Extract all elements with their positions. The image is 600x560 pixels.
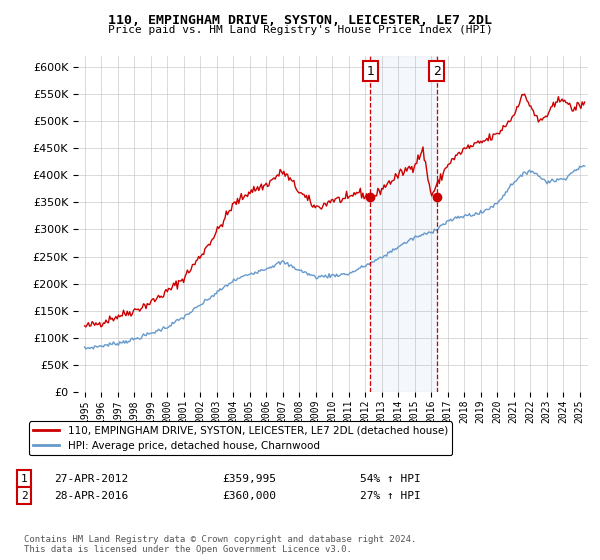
Text: 1: 1 [367, 64, 374, 78]
Text: 27% ↑ HPI: 27% ↑ HPI [360, 491, 421, 501]
Legend: 110, EMPINGHAM DRIVE, SYSTON, LEICESTER, LE7 2DL (detached house), HPI: Average : 110, EMPINGHAM DRIVE, SYSTON, LEICESTER,… [29, 422, 452, 455]
Text: 110, EMPINGHAM DRIVE, SYSTON, LEICESTER, LE7 2DL: 110, EMPINGHAM DRIVE, SYSTON, LEICESTER,… [108, 14, 492, 27]
Text: 28-APR-2016: 28-APR-2016 [54, 491, 128, 501]
Text: 2: 2 [433, 64, 440, 78]
Text: 27-APR-2012: 27-APR-2012 [54, 474, 128, 484]
Text: 2: 2 [20, 491, 28, 501]
Text: Contains HM Land Registry data © Crown copyright and database right 2024.
This d: Contains HM Land Registry data © Crown c… [24, 535, 416, 554]
Text: £359,995: £359,995 [222, 474, 276, 484]
Text: 1: 1 [20, 474, 28, 484]
Text: Price paid vs. HM Land Registry's House Price Index (HPI): Price paid vs. HM Land Registry's House … [107, 25, 493, 35]
Text: £360,000: £360,000 [222, 491, 276, 501]
Text: 54% ↑ HPI: 54% ↑ HPI [360, 474, 421, 484]
Bar [370, 56, 437, 392]
